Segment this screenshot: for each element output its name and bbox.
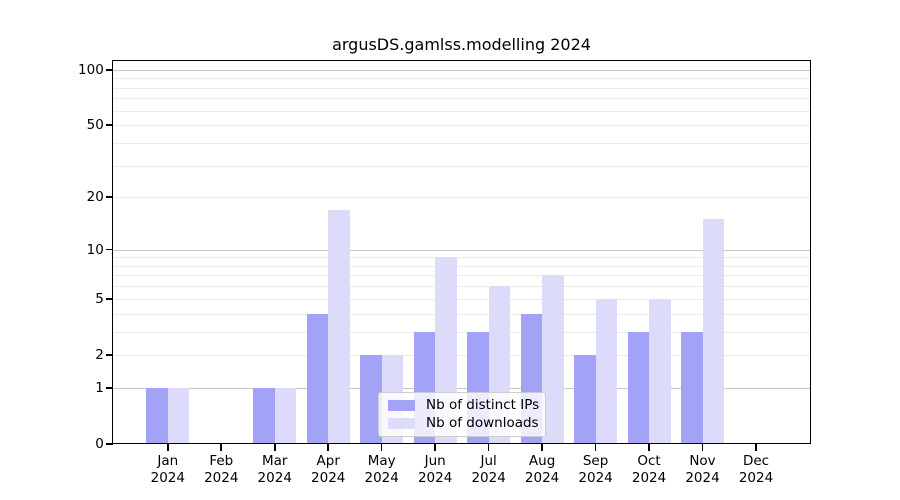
legend: Nb of distinct IPs Nb of downloads: [378, 392, 546, 437]
bar-nb-of-downloads-nov: [702, 219, 725, 444]
x-tick-label: Sep 2024: [564, 453, 628, 486]
x-axis-tick: [755, 444, 757, 451]
x-tick-label: Jun 2024: [403, 453, 467, 486]
x-axis-tick: [220, 444, 223, 451]
bar-nb-of-distinct-ips-apr: [306, 313, 329, 444]
legend-item-distinct-ips: Nb of distinct IPs: [388, 398, 545, 413]
x-tick-month: Feb: [209, 453, 234, 469]
x-axis-tick: [701, 444, 704, 451]
y-tick-label: 1: [95, 379, 104, 396]
major-gridline: [112, 69, 811, 71]
x-tick-label: Jul 2024: [457, 453, 521, 486]
y-axis-tick: [105, 354, 113, 356]
x-tick-label: Mar 2024: [243, 453, 307, 486]
x-tick-month: Jul: [480, 453, 497, 469]
bar-nb-of-downloads-mar: [274, 387, 297, 444]
x-axis-tick: [487, 444, 490, 451]
x-tick-month: Sep: [582, 453, 609, 469]
y-axis-tick: [105, 443, 113, 445]
x-tick-year: 2024: [204, 469, 239, 486]
x-axis-tick: [541, 444, 543, 451]
x-tick-year: 2024: [524, 469, 560, 486]
y-tick-label: 50: [86, 117, 104, 134]
x-tick-year: 2024: [471, 469, 506, 486]
minor-gridline: [112, 125, 811, 127]
minor-gridline: [112, 142, 811, 144]
x-tick-label: Aug 2024: [510, 453, 574, 486]
chart-title: argusDS.gamlss.modelling 2024: [332, 35, 591, 54]
legend-item-downloads: Nb of downloads: [388, 416, 545, 431]
minor-gridline: [112, 98, 811, 100]
x-tick-label: Oct 2024: [617, 453, 681, 486]
x-tick-year: 2024: [364, 469, 399, 486]
y-tick-label: 2: [95, 346, 104, 363]
x-axis-tick: [167, 444, 169, 451]
y-tick-label: 20: [86, 189, 104, 206]
x-tick-year: 2024: [257, 469, 292, 486]
bar-nb-of-distinct-ips-mar: [253, 387, 275, 444]
minor-gridline: [112, 165, 811, 167]
x-tick-label: Apr 2024: [296, 453, 360, 486]
y-tick-label: 10: [86, 241, 104, 258]
legend-label-downloads: Nb of downloads: [426, 415, 539, 431]
x-tick-year: 2024: [150, 469, 185, 486]
x-axis-tick: [273, 444, 276, 451]
bar-nb-of-downloads-aug: [542, 275, 564, 444]
x-tick-label: Nov 2024: [671, 453, 735, 486]
x-tick-month: Jun: [424, 453, 446, 469]
x-tick-month: Apr: [316, 453, 340, 469]
x-tick-label: Jan 2024: [136, 453, 200, 486]
x-tick-year: 2024: [738, 469, 774, 486]
x-tick-month: Nov: [689, 453, 716, 469]
x-tick-label: Feb 2024: [189, 453, 253, 486]
x-tick-label: May 2024: [350, 453, 414, 486]
bar-nb-of-distinct-ips-jan: [146, 387, 168, 444]
x-tick-label: Dec 2024: [724, 453, 788, 486]
x-tick-month: Jan: [157, 453, 179, 469]
bar-nb-of-downloads-oct: [649, 298, 671, 444]
minor-gridline: [112, 87, 811, 89]
x-axis-tick: [594, 444, 597, 451]
y-tick-label: 5: [95, 290, 104, 307]
x-axis-tick: [327, 444, 329, 451]
legend-swatch-downloads: [388, 418, 415, 429]
x-tick-month: May: [367, 453, 396, 469]
legend-swatch-distinct-ips: [388, 400, 415, 411]
x-tick-year: 2024: [631, 469, 667, 486]
x-tick-month: Aug: [528, 453, 556, 469]
minor-gridline: [112, 78, 811, 80]
x-tick-year: 2024: [685, 469, 720, 486]
bar-nb-of-downloads-sep: [595, 298, 618, 444]
bar-nb-of-distinct-ips-may: [360, 354, 382, 444]
minor-gridline: [112, 197, 811, 199]
x-axis-tick: [434, 444, 436, 451]
x-tick-year: 2024: [417, 469, 453, 486]
y-axis-tick: [105, 248, 113, 251]
legend-label-distinct-ips: Nb of distinct IPs: [426, 397, 540, 413]
x-tick-month: Oct: [637, 453, 661, 469]
x-tick-month: Dec: [742, 453, 770, 469]
x-tick-year: 2024: [578, 469, 613, 486]
y-tick-label: 100: [78, 61, 104, 78]
bar-nb-of-distinct-ips-oct: [627, 331, 650, 444]
bar-nb-of-downloads-jan: [167, 387, 190, 444]
x-axis-tick: [648, 444, 650, 451]
x-axis-tick: [380, 444, 383, 451]
minor-gridline: [112, 110, 811, 112]
y-axis-tick: [105, 196, 113, 198]
y-axis-tick: [105, 69, 113, 71]
y-axis-tick: [105, 387, 113, 389]
y-axis-tick: [105, 124, 113, 126]
bar-nb-of-downloads-apr: [328, 209, 350, 444]
x-tick-year: 2024: [311, 469, 346, 486]
y-axis-tick: [105, 297, 113, 300]
y-tick-label: 0: [95, 436, 104, 452]
bar-nb-of-distinct-ips-sep: [574, 354, 596, 444]
x-tick-month: Mar: [261, 453, 288, 469]
bar-nb-of-distinct-ips-nov: [681, 331, 703, 444]
